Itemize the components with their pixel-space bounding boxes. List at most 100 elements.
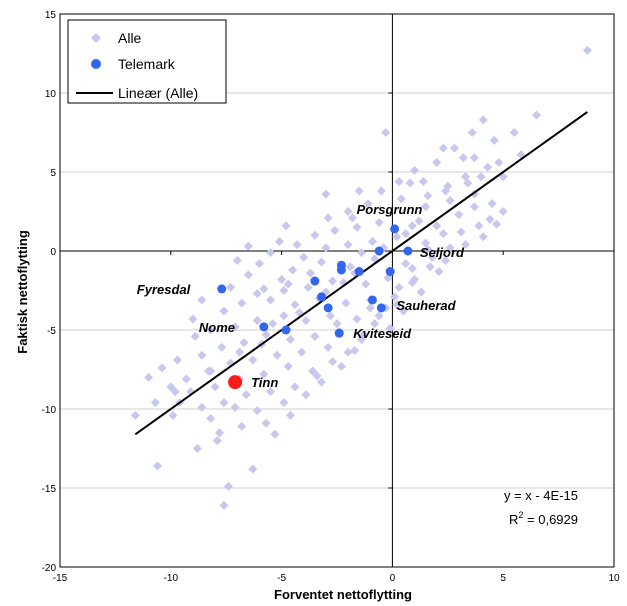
alle-point <box>390 292 400 302</box>
alle-point <box>476 172 486 182</box>
alle-point <box>212 436 222 446</box>
alle-point <box>215 428 225 438</box>
alle-point <box>407 263 417 273</box>
telemark-point <box>217 284 227 294</box>
alle-point <box>259 369 269 379</box>
alle-point <box>456 227 466 237</box>
legend-trend-label: Lineær (Alle) <box>118 85 198 101</box>
alle-point <box>381 128 391 137</box>
tinn-label: Tinn <box>251 375 278 390</box>
alle-point <box>197 350 207 360</box>
alle-point <box>153 461 163 471</box>
alle-point <box>348 213 358 223</box>
alle-point <box>401 259 411 269</box>
alle-point <box>531 110 541 120</box>
alle-point <box>396 194 406 204</box>
x-tick-label: -15 <box>53 573 68 584</box>
alle-point <box>230 322 240 332</box>
alle-point <box>458 153 468 163</box>
alle-point <box>188 314 198 324</box>
telemark-point <box>334 328 344 338</box>
alle-point <box>297 347 307 357</box>
alle-point <box>279 286 289 295</box>
alle-point <box>421 202 431 212</box>
alle-point <box>582 45 592 55</box>
alle-point <box>197 295 207 305</box>
alle-point <box>283 361 293 371</box>
alle-point <box>301 390 311 400</box>
alle-point <box>172 355 182 365</box>
alle-point <box>401 229 411 239</box>
alle-point <box>170 387 180 397</box>
point-labels: Porsgrunn Seljord Fyresdal Sauherad Kvitesei… <box>137 202 465 390</box>
telemark-point <box>354 267 364 277</box>
regression-equation: y = x - 4E-15 R2 = 0,6929 <box>504 488 578 527</box>
alle-point <box>438 143 448 153</box>
alle-point <box>423 244 433 254</box>
alle-point <box>407 278 417 288</box>
alle-point <box>341 298 351 308</box>
alle-point <box>206 366 216 376</box>
telemark-point <box>323 303 333 313</box>
y-tick-label: 15 <box>45 10 57 21</box>
alle-point <box>370 319 380 329</box>
y-tick-label: -20 <box>42 563 57 574</box>
legend-alle-label: Alle <box>118 30 142 46</box>
alle-point <box>301 316 311 326</box>
alle-point <box>494 158 504 168</box>
telemark-point-label: Sauherad <box>396 298 456 313</box>
alle-point <box>325 311 335 321</box>
alle-point <box>454 210 464 220</box>
alle-point <box>261 330 271 340</box>
alle-point <box>259 284 269 294</box>
alle-point <box>407 221 417 231</box>
alle-point <box>252 406 262 416</box>
alle-point <box>328 276 338 286</box>
telemark-point-label: Nome <box>199 320 235 335</box>
alle-point <box>130 410 140 420</box>
alle-point <box>288 265 298 275</box>
alle-point <box>445 243 455 253</box>
alle-point <box>312 371 322 381</box>
alle-point <box>343 347 353 357</box>
alle-point <box>323 213 333 223</box>
alle-point <box>332 319 342 329</box>
alle-point <box>232 255 242 265</box>
alle-point <box>483 162 493 172</box>
alle-point <box>498 207 508 216</box>
alle-point <box>305 268 315 278</box>
y-tick-label: -10 <box>42 405 57 416</box>
alle-point <box>190 331 200 341</box>
alle-point <box>243 241 253 251</box>
alle-point <box>449 143 459 153</box>
alle-point <box>321 189 331 199</box>
equation-line: y = x - 4E-15 <box>504 488 578 503</box>
alle-point <box>414 216 424 226</box>
telemark-point-label: Kviteseid <box>353 326 412 341</box>
telemark-point-label: Seljord <box>420 245 465 260</box>
alle-point <box>237 298 247 308</box>
alle-point <box>283 279 293 289</box>
alle-point <box>266 248 276 258</box>
alle-point <box>441 255 451 265</box>
telemark-point <box>310 276 320 286</box>
alle-point <box>478 115 488 125</box>
telemark-point <box>385 267 395 277</box>
alle-point <box>416 287 426 297</box>
telemark-point <box>390 224 400 234</box>
alle-point <box>352 314 362 324</box>
alle-point <box>392 232 402 242</box>
telemark-point <box>403 246 413 256</box>
telemark-point <box>367 295 377 305</box>
alle-point <box>398 306 408 316</box>
alle-point <box>376 186 386 196</box>
alle-point <box>394 282 404 292</box>
alle-point <box>392 300 402 310</box>
telemark-point <box>259 322 269 332</box>
x-tick-label: -5 <box>277 573 286 584</box>
alle-point <box>310 331 320 341</box>
alle-point <box>432 158 442 168</box>
alle-point <box>219 500 229 510</box>
r-squared: R2 = 0,6929 <box>509 510 578 527</box>
alle-point <box>266 387 276 397</box>
